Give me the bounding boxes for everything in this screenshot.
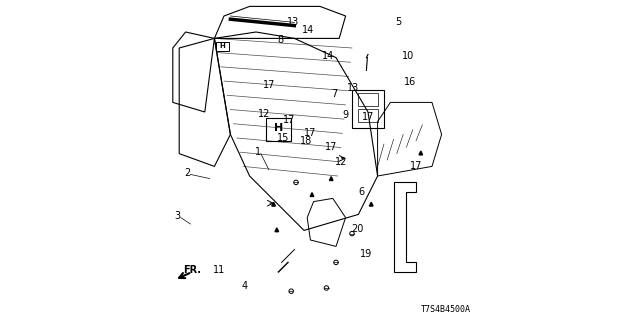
Text: 6: 6 [358,187,364,197]
Text: 19: 19 [360,249,372,260]
Polygon shape [419,151,422,155]
Text: 1: 1 [255,147,260,157]
Text: 8: 8 [277,35,283,45]
Bar [352,90,384,128]
Text: 3: 3 [175,211,180,221]
Text: 2: 2 [184,168,190,178]
Text: 17: 17 [410,161,422,172]
Text: 15: 15 [277,132,289,143]
Text: 10: 10 [402,51,414,61]
Text: 9: 9 [342,110,348,120]
Bar [358,93,378,106]
Polygon shape [310,193,314,196]
Text: 12: 12 [335,156,347,167]
Text: 12: 12 [258,108,270,119]
Bar [266,118,291,141]
Text: H: H [220,44,225,49]
Text: 4: 4 [242,281,248,292]
Text: 17: 17 [362,112,375,122]
Text: 16: 16 [404,76,417,87]
Text: 14: 14 [322,51,334,61]
Bar [216,42,229,51]
Text: 13: 13 [287,17,299,27]
Text: 13: 13 [346,83,359,93]
Text: 11: 11 [213,265,225,276]
Text: 18: 18 [300,136,312,146]
Polygon shape [330,177,333,180]
Text: FR.: FR. [184,265,202,275]
Bar [358,109,378,122]
Text: 17: 17 [325,142,337,152]
Text: 20: 20 [351,224,364,234]
Text: H: H [274,123,283,133]
Text: 5: 5 [396,17,401,28]
Polygon shape [275,228,278,232]
Polygon shape [369,202,373,206]
Text: T7S4B4500A: T7S4B4500A [420,305,470,314]
Polygon shape [272,202,275,206]
Text: 17: 17 [284,115,296,125]
Text: 7: 7 [332,89,337,100]
Text: 14: 14 [301,25,314,36]
Text: 17: 17 [303,128,316,138]
Text: 17: 17 [263,80,276,90]
